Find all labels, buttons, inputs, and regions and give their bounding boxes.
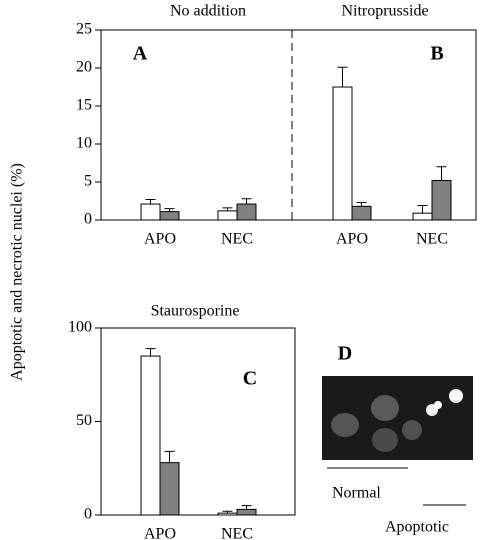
error-bar — [145, 198, 156, 205]
x-tick-label: NEC — [221, 231, 253, 248]
bar — [140, 203, 161, 221]
chart-title: No addition — [170, 3, 246, 20]
error-bar — [436, 166, 447, 181]
error-bar — [164, 208, 175, 212]
annotation: Normal — [332, 485, 381, 502]
bar — [217, 210, 238, 221]
chart-title: Nitroprusside — [341, 3, 428, 20]
error-bar — [164, 450, 175, 463]
y-tick-label: 0 — [84, 211, 92, 228]
y-tick-label: 50 — [76, 412, 92, 429]
annotation: Apoptotic — [385, 519, 449, 536]
error-bar — [241, 505, 252, 510]
chart-title: Staurosporine — [151, 303, 240, 320]
y-tick-label: 25 — [76, 21, 92, 38]
y-axis-label: Apoptotic and necrotic nuclei (%) — [9, 163, 26, 381]
error-bar — [222, 510, 233, 514]
bar — [236, 508, 257, 516]
error-bar — [337, 66, 348, 87]
error-bar — [241, 198, 252, 205]
y-tick-label: 100 — [68, 319, 92, 336]
x-tick-label: NEC — [221, 526, 253, 540]
bar — [217, 512, 238, 516]
x-tick-label: APO — [144, 231, 176, 248]
frame-c — [100, 327, 296, 516]
x-tick-label: APO — [336, 231, 368, 248]
bar — [159, 462, 180, 516]
x-tick-label: APO — [144, 526, 176, 540]
panel-label: D — [338, 343, 352, 365]
micrograph — [322, 376, 473, 506]
panel-label: A — [133, 43, 148, 65]
bar — [236, 203, 257, 221]
panel-label: C — [243, 368, 257, 390]
error-bar — [417, 205, 428, 214]
y-tick-label: 20 — [76, 59, 92, 76]
y-tick-label: 15 — [76, 97, 92, 114]
error-bar — [356, 202, 367, 207]
error-bar — [222, 207, 233, 211]
bar — [351, 205, 372, 221]
x-tick-label: NEC — [416, 231, 448, 248]
bar — [159, 211, 180, 221]
y-tick-label: 5 — [84, 173, 92, 190]
bar — [140, 355, 161, 516]
frame-ab — [100, 29, 477, 221]
bar — [412, 212, 433, 221]
y-tick-label: 0 — [84, 506, 92, 523]
y-tick-label: 10 — [76, 135, 92, 152]
panel-label: B — [430, 43, 443, 65]
bar — [431, 179, 452, 221]
error-bar — [145, 348, 156, 357]
bar — [332, 86, 353, 221]
